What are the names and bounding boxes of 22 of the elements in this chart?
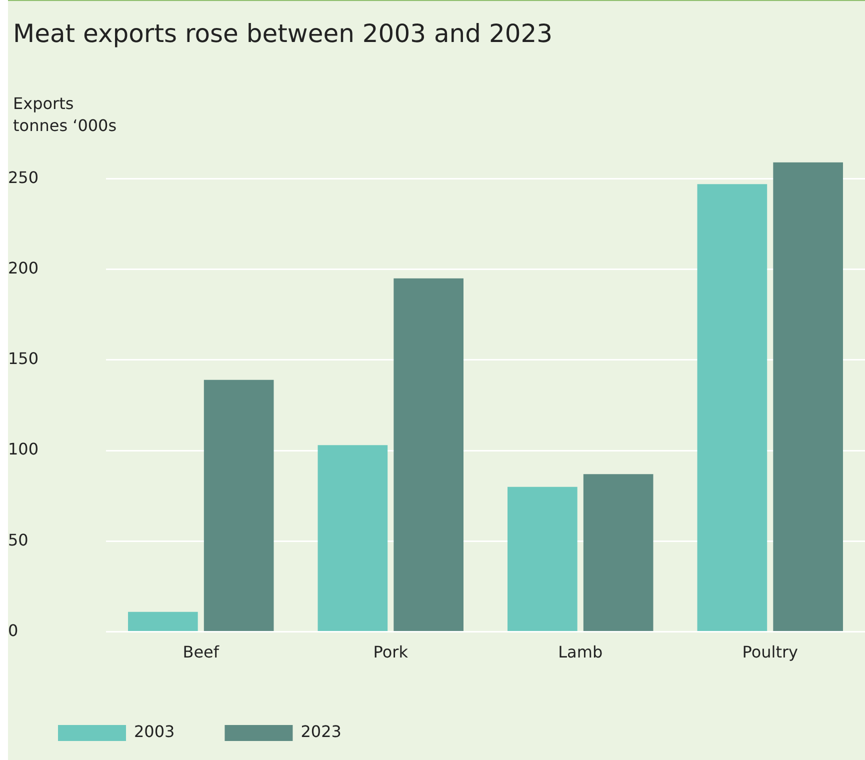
y-tick-label: 50 bbox=[8, 530, 28, 550]
y-tick-label: 150 bbox=[8, 349, 39, 368]
chart-title: Meat exports rose between 2003 and 2023 bbox=[13, 19, 553, 48]
y-tick-label: 250 bbox=[8, 168, 39, 187]
bar bbox=[128, 612, 198, 632]
bar bbox=[773, 162, 843, 632]
x-tick-label: Poultry bbox=[742, 642, 798, 662]
bar bbox=[394, 278, 464, 632]
y-tick-label: 200 bbox=[8, 258, 39, 278]
x-tick-label: Pork bbox=[373, 642, 409, 662]
bar bbox=[508, 486, 578, 632]
y-tick-label: 0 bbox=[8, 620, 18, 640]
legend-label: 2023 bbox=[300, 722, 342, 742]
legend-label: 2003 bbox=[134, 722, 175, 742]
bar bbox=[204, 380, 274, 632]
bar bbox=[697, 184, 768, 632]
x-tick-label: Beef bbox=[182, 642, 220, 662]
y-tick-label: 100 bbox=[8, 440, 39, 459]
y-axis-title: Exports tonnes ‘000s bbox=[13, 93, 117, 137]
x-tick-label: Lamb bbox=[558, 642, 603, 662]
bar bbox=[583, 474, 654, 632]
bar bbox=[318, 445, 388, 632]
